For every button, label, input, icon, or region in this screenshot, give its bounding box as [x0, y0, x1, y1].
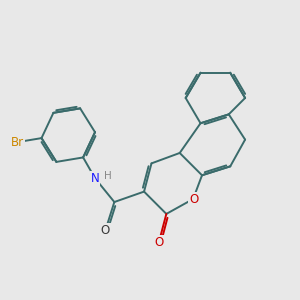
Text: O: O	[189, 193, 198, 206]
Text: H: H	[103, 171, 111, 181]
Text: O: O	[101, 224, 110, 237]
Text: N: N	[91, 172, 99, 185]
Text: O: O	[154, 236, 164, 249]
Text: Br: Br	[11, 136, 24, 149]
